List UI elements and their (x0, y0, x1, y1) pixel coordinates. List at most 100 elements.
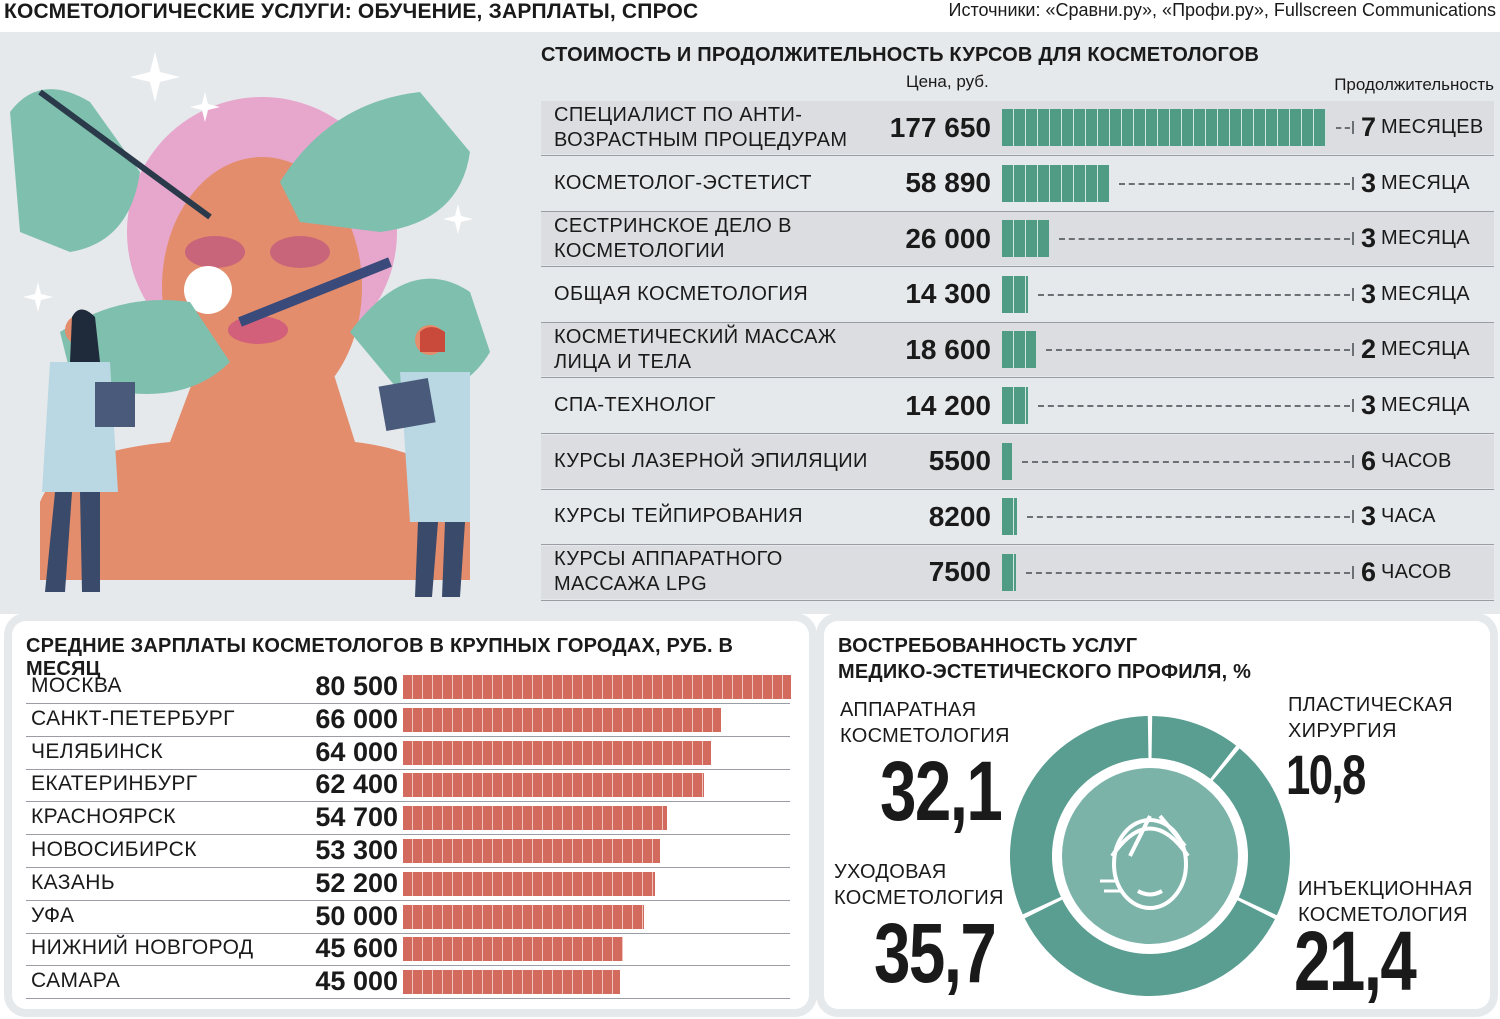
donut-slice (1212, 748, 1290, 916)
course-price-label: 14 200 (905, 389, 991, 421)
salary-value-label: 54 700 (315, 802, 398, 833)
salary-row: Самара 45 000 (26, 966, 790, 1000)
course-leader-line (1038, 405, 1350, 407)
salary-row: Нижний Новгород 45 600 (26, 933, 790, 967)
left-eye-shape (185, 236, 245, 268)
course-price-bar (1002, 331, 1036, 369)
course-price-bar (1002, 442, 1012, 480)
doctor-man-figure (378, 325, 470, 597)
plastic-label-line2: ХИРУРГИЯ (1288, 720, 1397, 742)
salary-row: Челябинск 64 000 (26, 737, 790, 770)
salaries-chart-title: СРЕДНИЕ ЗАРПЛАТЫ КОСМЕТОЛОГОВ В КРУПНЫХ … (26, 635, 734, 680)
course-duration-unit: месяца (1381, 227, 1470, 250)
care-label-line1: УХОДОВАЯ (834, 861, 947, 883)
course-duration-number: 3 (1361, 501, 1377, 532)
salary-row: Уфа 50 000 (26, 901, 790, 934)
course-duration-number: 6 (1361, 556, 1377, 587)
course-duration-unit: часов (1381, 560, 1452, 583)
salary-row: Екатеринбург 62 400 (26, 769, 790, 803)
plastic-label-line1: ПЛАСТИЧЕСКАЯ (1288, 694, 1453, 716)
demand-donut-chart (1010, 716, 1290, 996)
course-leader-tick (1352, 232, 1354, 246)
course-duration: 3 месяца (1361, 379, 1470, 432)
course-leader-line (1026, 571, 1350, 574)
course-name: Курсы тейпирования (554, 505, 804, 528)
course-row: Курсы аппаратного массажа LPG 7500 6 часов (541, 545, 1494, 601)
course-duration: 7 месяцев (1361, 101, 1484, 154)
city-name: Санкт-Петербург (31, 706, 235, 730)
injection-value: 21,4 (1294, 914, 1417, 1008)
course-leader-line (1027, 516, 1350, 519)
course-duration: 3 месяца (1361, 157, 1470, 210)
apparatus-label: АППАРАТНАЯ КОСМЕТОЛОГИЯ (840, 697, 1010, 749)
salary-bar (403, 839, 660, 863)
course-duration-unit: месяца (1381, 394, 1470, 416)
demand-chart-title-line2: МЕДИКО-ЭСТЕТИЧЕСКОГО ПРОФИЛЯ, % (838, 661, 1252, 683)
apparatus-label-line1: АППАРАТНАЯ (840, 699, 977, 721)
city-name: Новосибирск (31, 838, 197, 861)
salary-value-label: 66 000 (315, 703, 398, 734)
salary-row: Новосибирск 53 300 (26, 835, 790, 868)
injection-label-line1: ИНЪЕКЦИОННАЯ (1298, 878, 1473, 900)
salary-row: Санкт-Петербург 66 000 (26, 704, 790, 737)
salary-bar (403, 871, 655, 896)
course-leader-tick (1352, 399, 1354, 412)
course-row: Косметолог-эстетист 58 890 3 месяца (541, 157, 1494, 212)
course-leader-tick (1352, 121, 1354, 134)
salary-bar (403, 740, 711, 765)
course-name: СПА-технолог (554, 394, 716, 416)
salary-value-label: 80 500 (315, 671, 398, 701)
right-eye-shape (270, 236, 330, 268)
syringe-right-shape (238, 257, 392, 327)
care-label: УХОДОВАЯ КОСМЕТОЛОГИЯ (834, 859, 1004, 911)
course-row: Сестринское дело в косметологии 26 000 3 ме… (541, 212, 1494, 268)
course-duration-number: 6 (1361, 445, 1377, 476)
care-value: 35,7 (874, 906, 997, 1000)
course-leader-tick (1352, 343, 1354, 357)
glove-left-shape (10, 89, 140, 252)
shoulders-shape (40, 362, 470, 580)
course-duration-unit: месяца (1381, 282, 1470, 305)
course-price-label: 5500 (928, 445, 991, 477)
salary-bar (403, 675, 791, 699)
care-label-line2: КОСМЕТОЛОГИЯ (834, 887, 1004, 909)
cotton-pad-shape (184, 266, 232, 314)
salary-value-label: 62 400 (315, 769, 398, 800)
plastic-label: ПЛАСТИЧЕСКАЯ ХИРУРГИЯ (1288, 692, 1453, 744)
course-price-bar (1002, 275, 1028, 313)
course-leader-tick (1352, 287, 1354, 301)
course-name: Курсы лазерной эпиляции (554, 449, 868, 472)
salary-value-label: 50 000 (315, 900, 398, 931)
course-price-bar (1002, 220, 1049, 258)
course-row: Курсы тейпирования 8200 3 часа (541, 490, 1494, 546)
course-duration-number: 7 (1361, 112, 1377, 142)
injection-label-line2: КОСМЕТОЛОГИЯ (1298, 904, 1468, 926)
salary-bar (403, 806, 667, 831)
sparkle-icon (443, 204, 473, 234)
course-price-label: 18 600 (905, 333, 991, 365)
course-duration-unit: месяцев (1381, 116, 1484, 138)
salary-row: Москва 80 500 (26, 671, 791, 704)
course-duration: 6 часов (1361, 435, 1452, 488)
course-duration-number: 3 (1361, 390, 1377, 420)
course-price-label: 177 650 (889, 111, 991, 143)
salary-value-label: 45 000 (315, 966, 398, 997)
courses-panel: СТОИМОСТЬ И ПРОДОЛЖИТЕЛЬНОСТЬ КУРСОВ ДЛЯ… (0, 32, 1500, 614)
demand-panel: ВОСТРЕБОВАННОСТЬ УСЛУГ МЕДИКО-ЭСТЕТИЧЕСК… (824, 621, 1490, 1009)
lips-shape (228, 316, 288, 344)
course-leader-line (1038, 293, 1350, 296)
salaries-panel: СРЕДНИЕ ЗАРПЛАТЫ КОСМЕТОЛОГОВ В КРУПНЫХ … (12, 621, 809, 1009)
course-name: Курсы аппаратного массажа LPG (554, 548, 783, 596)
glove-right-shape (280, 92, 470, 232)
course-duration: 2 месяца (1361, 323, 1470, 376)
course-leader-line (1119, 182, 1350, 185)
course-duration-number: 3 (1361, 167, 1377, 198)
course-price-label: 14 300 (905, 278, 991, 310)
page-header: КОСМЕТОЛОГИЧЕСКИЕ УСЛУГИ: ОБУЧЕНИЕ, ЗАРП… (0, 0, 1500, 30)
course-price-label: 8200 (928, 500, 991, 532)
city-name: Москва (31, 674, 122, 697)
course-leader-line (1022, 460, 1350, 463)
sparkle-icon (23, 282, 53, 312)
salary-bar (403, 904, 644, 929)
cosmetology-illustration (10, 52, 490, 597)
